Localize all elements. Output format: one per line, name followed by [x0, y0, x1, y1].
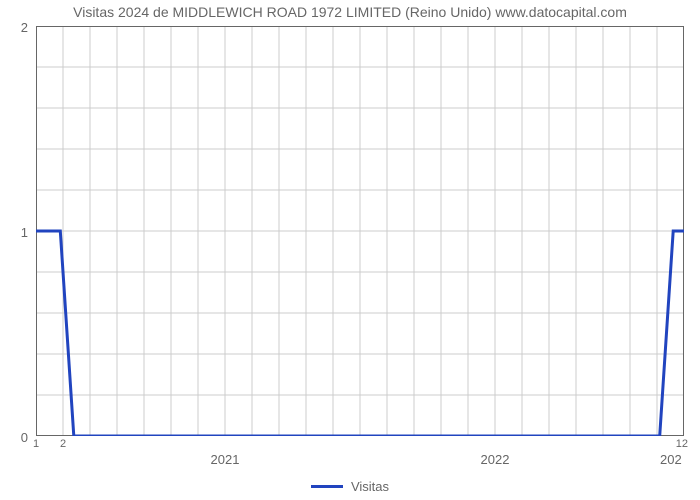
chart-title: Visitas 2024 de MIDDLEWICH ROAD 1972 LIM… [0, 4, 700, 20]
plot-svg [36, 26, 684, 436]
plot-area [36, 26, 684, 436]
x-minor-tick-label: 12 [664, 438, 688, 450]
x-minor-tick-label: 1 [33, 438, 39, 450]
legend-label: Visitas [351, 479, 389, 494]
x-minor-tick-label: 202 [660, 452, 682, 467]
y-tick-label: 1 [0, 225, 28, 240]
x-year-label: 2021 [195, 452, 255, 467]
y-tick-label: 0 [0, 430, 28, 445]
legend-item-visitas: Visitas [311, 479, 389, 494]
x-year-label: 2022 [465, 452, 525, 467]
x-minor-tick-label: 2 [60, 438, 66, 450]
legend-swatch [311, 485, 343, 488]
legend: Visitas [0, 475, 700, 494]
y-tick-label: 2 [0, 20, 28, 35]
